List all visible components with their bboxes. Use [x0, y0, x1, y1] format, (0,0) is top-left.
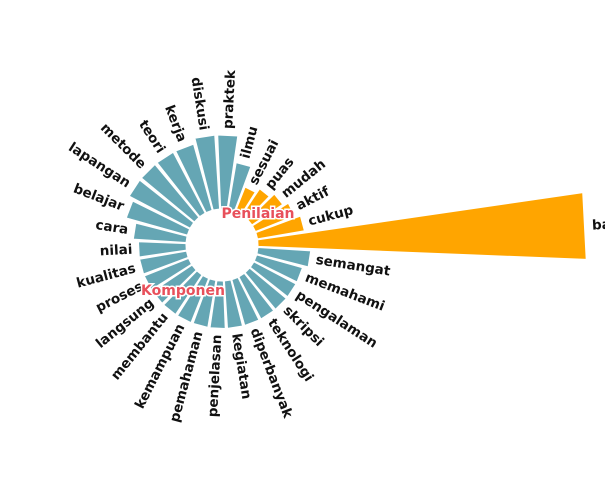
- bar-metode: [140, 163, 200, 223]
- bar-pemahaman: [192, 278, 217, 329]
- bar-diperbanyak: [231, 276, 260, 327]
- bar-belajar: [125, 200, 191, 236]
- bar-skripsi: [244, 267, 288, 311]
- label-cara: cara: [94, 217, 129, 238]
- bar-praktek: [216, 134, 239, 211]
- bar-kualitas: [138, 250, 189, 275]
- bar-teknologi: [237, 272, 275, 320]
- bar-mudah: [246, 193, 284, 226]
- bar-sesuai: [234, 186, 257, 216]
- label-kerja: kerja: [161, 103, 190, 144]
- label-praktek: praktek: [220, 69, 239, 130]
- bar-nilai: [137, 241, 188, 258]
- label-nilai: nilai: [99, 242, 132, 260]
- bar-kerja: [174, 143, 213, 214]
- bar-cukup: [255, 215, 306, 240]
- group-label-komponen: Komponen: [141, 283, 225, 299]
- bar-membantu: [162, 269, 203, 316]
- bar-ilmu: [227, 161, 252, 212]
- bar-semangat: [256, 246, 312, 268]
- bar-langsung: [151, 264, 198, 305]
- bar-lapangan: [128, 179, 195, 230]
- label-diskusi: diskusi: [188, 76, 212, 131]
- bar-kegiatan: [223, 279, 244, 330]
- group-label-penilaian: Penilaian: [222, 206, 295, 222]
- bar-aktif: [251, 202, 296, 233]
- label-kegiatan: kegiatan: [228, 332, 254, 400]
- bar-penjelasan: [209, 279, 226, 330]
- label-baik: baik: [592, 216, 605, 234]
- bar-puas: [241, 187, 271, 221]
- bar-proses: [143, 257, 193, 291]
- bar-pengalaman: [249, 260, 297, 298]
- label-penjelasan: penjelasan: [205, 334, 225, 417]
- bar-teori: [156, 151, 207, 218]
- bar-kemampuan: [176, 274, 210, 324]
- bar-baik: [256, 191, 587, 261]
- bar-diskusi: [194, 134, 221, 211]
- bar-memahami: [253, 254, 304, 283]
- bar-cara: [132, 222, 188, 244]
